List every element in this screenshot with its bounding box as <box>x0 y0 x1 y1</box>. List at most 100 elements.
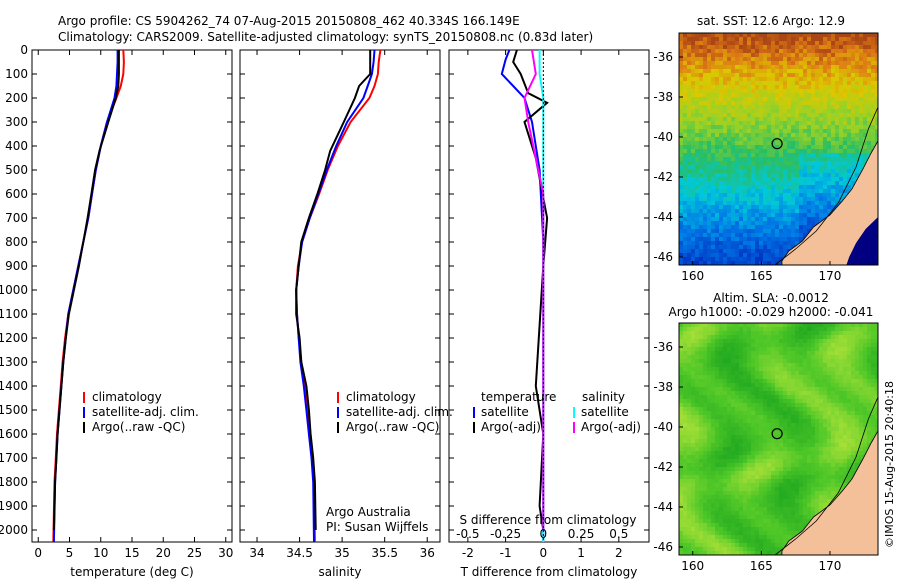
sla-map-cell <box>763 339 767 343</box>
sst-map-cell <box>851 117 855 121</box>
sla-map-cell <box>707 367 711 371</box>
sst-map-cell <box>715 77 719 81</box>
sst-map-cell <box>815 41 819 45</box>
sst-map-cell <box>711 113 715 117</box>
sla-map-cell <box>799 475 803 479</box>
sla-map-cell <box>739 479 743 483</box>
sst-map-cell <box>699 201 703 205</box>
sst-map-cell <box>791 241 795 245</box>
sst-map-cell <box>767 225 771 229</box>
sst-map-cell <box>743 141 747 145</box>
sst-map-cell <box>735 101 739 105</box>
sst-map-cell <box>795 45 799 49</box>
sla-map-cell <box>691 467 695 471</box>
sla-map-cell <box>751 439 755 443</box>
sla-map-cell <box>731 379 735 383</box>
sst-map-cell <box>779 41 783 45</box>
sla-map-cell <box>803 379 807 383</box>
sla-map-cell <box>775 483 779 487</box>
sst-map-cell <box>823 141 827 145</box>
sla-map-cell <box>767 463 771 467</box>
sst-map-cell <box>731 101 735 105</box>
sst-map-cell <box>727 57 731 61</box>
sla-map-cell <box>787 439 791 443</box>
sla-map-cell <box>695 467 699 471</box>
sst-map-cell <box>823 45 827 49</box>
sst-map-cell <box>715 93 719 97</box>
sst-map-cell <box>739 157 743 161</box>
sla-map-cell <box>755 403 759 407</box>
sst-map-cell <box>735 89 739 93</box>
sst-map-cell <box>807 209 811 213</box>
sst-map-cell <box>731 33 735 37</box>
sla-map-cell <box>695 363 699 367</box>
sla-map-cell <box>687 327 691 331</box>
sla-map-cell <box>747 507 751 511</box>
sla-map-cell <box>703 383 707 387</box>
sla-map-cell <box>787 415 791 419</box>
sla-map-cell <box>735 367 739 371</box>
sst-map-cell <box>723 177 727 181</box>
sst-map-cell <box>759 53 763 57</box>
sst-map-cell <box>695 105 699 109</box>
sla-map-cell <box>735 543 739 547</box>
sla-map-cell <box>743 495 747 499</box>
sla-map-cell <box>743 439 747 443</box>
sst-map-cell <box>679 149 683 153</box>
sst-map-cell <box>691 141 695 145</box>
sla-map-cell <box>719 523 723 527</box>
sst-map-cell <box>699 241 703 245</box>
sla-map-cell <box>715 499 719 503</box>
sla-map-cell <box>699 527 703 531</box>
sst-map-cell <box>831 165 835 169</box>
sst-map-cell <box>707 81 711 85</box>
sla-map-cell <box>739 551 743 555</box>
sst-map-cell <box>707 89 711 93</box>
sst-map-cell <box>847 65 851 69</box>
sst-map-cell <box>831 129 835 133</box>
sla-map-cell <box>791 515 795 519</box>
sst-map-cell <box>787 169 791 173</box>
sla-map-cell <box>719 551 723 555</box>
difference-profile-frame <box>448 49 650 543</box>
sla-map-cell <box>687 475 691 479</box>
sst-map-cell <box>839 149 843 153</box>
sla-map-cell <box>767 411 771 415</box>
sst-map-cell <box>867 105 871 109</box>
sla-map-cell <box>715 423 719 427</box>
sla-map-cell <box>787 327 791 331</box>
sla-map-cell <box>719 483 723 487</box>
sla-map-cell <box>747 367 751 371</box>
sla-map-cell <box>755 475 759 479</box>
depth-tick-label: 400 <box>5 139 28 153</box>
depth-tick-label: 700 <box>5 211 28 225</box>
sst-map-cell <box>803 73 807 77</box>
depth-tick-label: 1300 <box>0 355 28 369</box>
sst-map-cell <box>795 69 799 73</box>
sst-map-cell <box>823 41 827 45</box>
sla-map-cell <box>763 431 767 435</box>
sst-map-cell <box>867 85 871 89</box>
sla-map-cell <box>739 455 743 459</box>
sla-map-cell <box>731 503 735 507</box>
sst-map-cell <box>731 49 735 53</box>
sst-map-cell <box>719 121 723 125</box>
sst-map-cell <box>823 145 827 149</box>
sla-map-cell <box>747 391 751 395</box>
sst-map-cell <box>687 249 691 253</box>
sst-map-cell <box>867 153 871 157</box>
sst-map-cell <box>715 217 719 221</box>
sst-map-cell <box>855 81 859 85</box>
sla-map-cell <box>679 387 683 391</box>
sst-map-cell <box>735 253 739 257</box>
sst-map-cell <box>783 233 787 237</box>
sla-map-cell <box>711 383 715 387</box>
sst-map-cell <box>739 77 743 81</box>
sla-map-cell <box>719 547 723 551</box>
sla-map-cell <box>679 491 683 495</box>
sst-map-cell <box>763 85 767 89</box>
sla-map-cell <box>771 359 775 363</box>
sst-map-cell <box>683 97 687 101</box>
sla-map-cell <box>719 499 723 503</box>
sla-map-cell <box>755 443 759 447</box>
